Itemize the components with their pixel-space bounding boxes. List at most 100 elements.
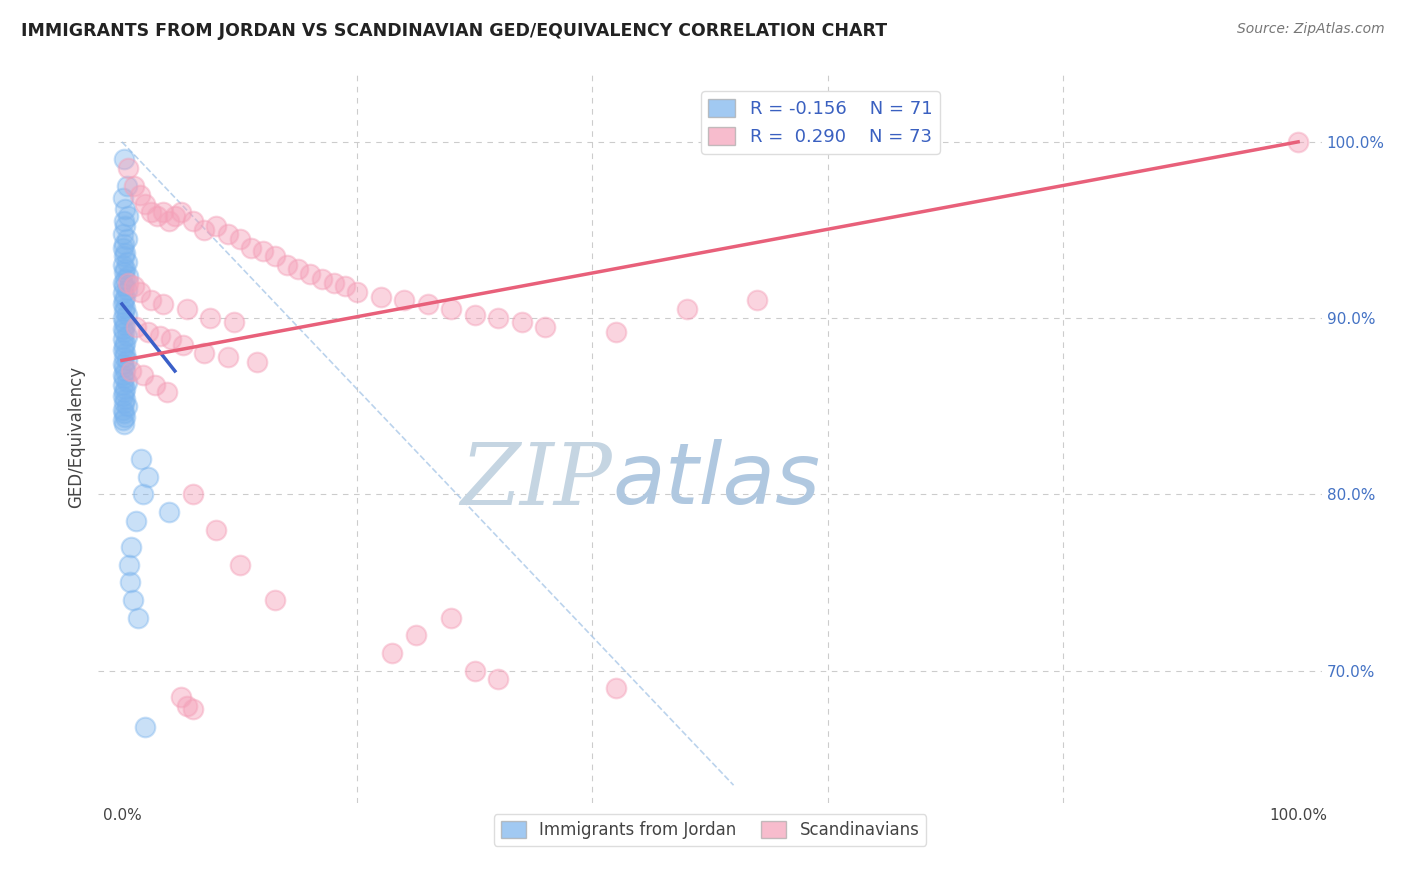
Point: [246, 355, 269, 369]
Point: [114, 346, 136, 360]
Point: [440, 611, 463, 625]
Point: [112, 385, 135, 400]
Point: [112, 315, 135, 329]
Point: [263, 249, 285, 263]
Point: [136, 469, 159, 483]
Point: [112, 417, 135, 431]
Point: [141, 205, 163, 219]
Point: [115, 232, 138, 246]
Point: [112, 406, 135, 420]
Point: [117, 268, 139, 283]
Point: [205, 523, 228, 537]
Point: [228, 232, 250, 246]
Point: [228, 558, 250, 572]
Point: [112, 258, 135, 272]
Point: [114, 219, 136, 234]
Point: [129, 452, 152, 467]
Point: [112, 276, 135, 290]
Point: [534, 320, 557, 334]
Point: [311, 272, 333, 286]
Point: [115, 399, 138, 413]
Point: [381, 646, 404, 660]
Point: [122, 178, 145, 193]
Point: [125, 320, 148, 334]
Text: atlas: atlas: [612, 440, 820, 523]
Point: [115, 254, 138, 268]
Text: IMMIGRANTS FROM JORDAN VS SCANDINAVIAN GED/EQUIVALENCY CORRELATION CHART: IMMIGRANTS FROM JORDAN VS SCANDINAVIAN G…: [21, 22, 887, 40]
Point: [115, 375, 138, 389]
Point: [112, 389, 135, 403]
Point: [112, 402, 135, 417]
Point: [392, 293, 415, 308]
Point: [114, 261, 136, 276]
Point: [510, 315, 533, 329]
Point: [112, 368, 135, 382]
Point: [181, 214, 204, 228]
Point: [112, 227, 135, 241]
Point: [440, 302, 463, 317]
Point: [170, 205, 193, 219]
Point: [112, 339, 135, 353]
Point: [114, 335, 136, 350]
Point: [134, 720, 156, 734]
Point: [120, 575, 142, 590]
Point: [605, 325, 627, 339]
Point: [322, 276, 344, 290]
Point: [370, 290, 392, 304]
Point: [198, 311, 221, 326]
Point: [117, 209, 139, 223]
Point: [112, 191, 135, 205]
Point: [252, 244, 274, 259]
Point: [114, 246, 136, 260]
Point: [112, 343, 135, 357]
Point: [346, 285, 368, 299]
Point: [112, 293, 135, 308]
Point: [1286, 135, 1309, 149]
Point: [193, 346, 215, 360]
Point: [112, 321, 135, 335]
Point: [132, 368, 155, 382]
Point: [181, 702, 204, 716]
Point: [114, 392, 136, 407]
Point: [263, 593, 285, 607]
Point: [125, 514, 148, 528]
Point: [141, 293, 163, 308]
Point: [112, 279, 135, 293]
Point: [176, 302, 198, 317]
Point: [160, 332, 183, 346]
Point: [157, 505, 180, 519]
Point: [127, 611, 149, 625]
Point: [163, 209, 186, 223]
Point: [464, 664, 486, 678]
Point: [112, 332, 135, 346]
Point: [181, 487, 204, 501]
Point: [114, 409, 136, 424]
Point: [115, 308, 138, 322]
Point: [112, 286, 135, 301]
Point: [176, 698, 198, 713]
Text: ZIP: ZIP: [460, 440, 612, 523]
Point: [112, 249, 135, 263]
Point: [745, 293, 768, 308]
Point: [112, 395, 135, 409]
Point: [172, 337, 194, 351]
Legend: Immigrants from Jordan, Scandinavians: Immigrants from Jordan, Scandinavians: [494, 814, 927, 846]
Point: [405, 628, 427, 642]
Point: [112, 357, 135, 371]
Point: [114, 382, 136, 396]
Point: [416, 297, 439, 311]
Point: [114, 301, 136, 315]
Point: [136, 325, 159, 339]
Point: [675, 302, 697, 317]
Point: [112, 350, 135, 364]
Point: [112, 378, 135, 392]
Point: [152, 205, 174, 219]
Point: [122, 279, 145, 293]
Point: [146, 209, 169, 223]
Point: [143, 378, 166, 392]
Point: [112, 153, 135, 167]
Point: [464, 308, 486, 322]
Text: Source: ZipAtlas.com: Source: ZipAtlas.com: [1237, 22, 1385, 37]
Point: [222, 315, 245, 329]
Point: [276, 258, 298, 272]
